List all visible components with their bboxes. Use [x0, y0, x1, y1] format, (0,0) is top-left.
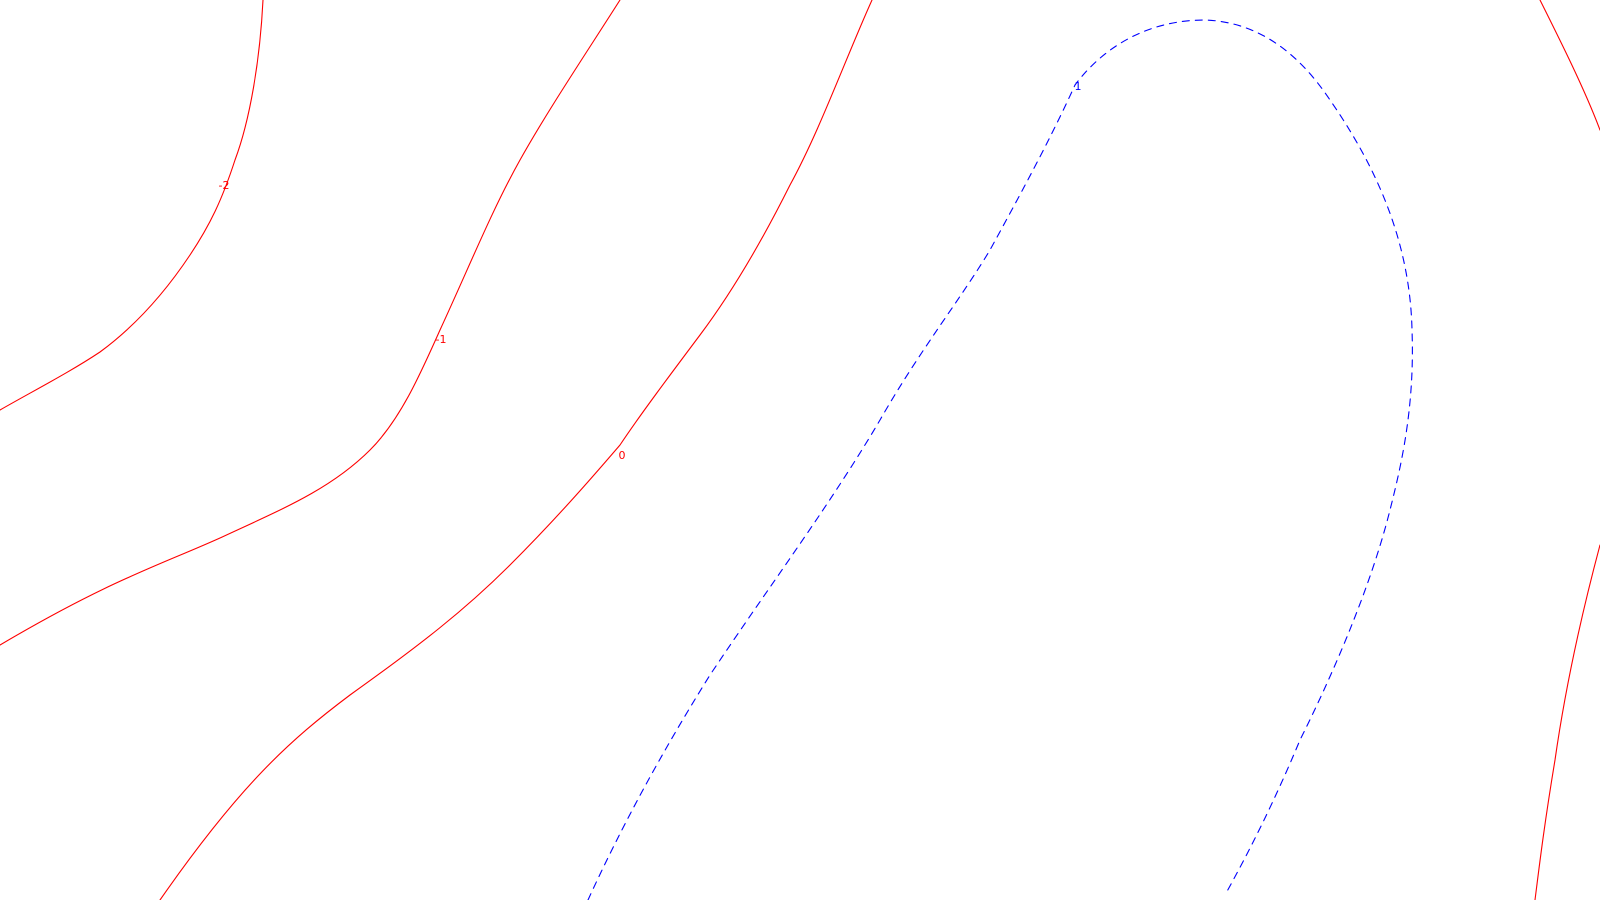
- contour-line-zero: [159, 0, 873, 900]
- contour-line-pos1: [587, 19, 1413, 900]
- contour-line-neg1: [0, 0, 621, 646]
- contour-label-neg1: -1: [436, 333, 447, 346]
- contour-label-zero: 0: [619, 449, 626, 462]
- contour-label-pos1: 1: [1075, 80, 1082, 93]
- contour-label-neg2: -2: [219, 179, 230, 192]
- contour-line-edge: [1534, 0, 1600, 900]
- contour-line-neg2: [0, 0, 264, 411]
